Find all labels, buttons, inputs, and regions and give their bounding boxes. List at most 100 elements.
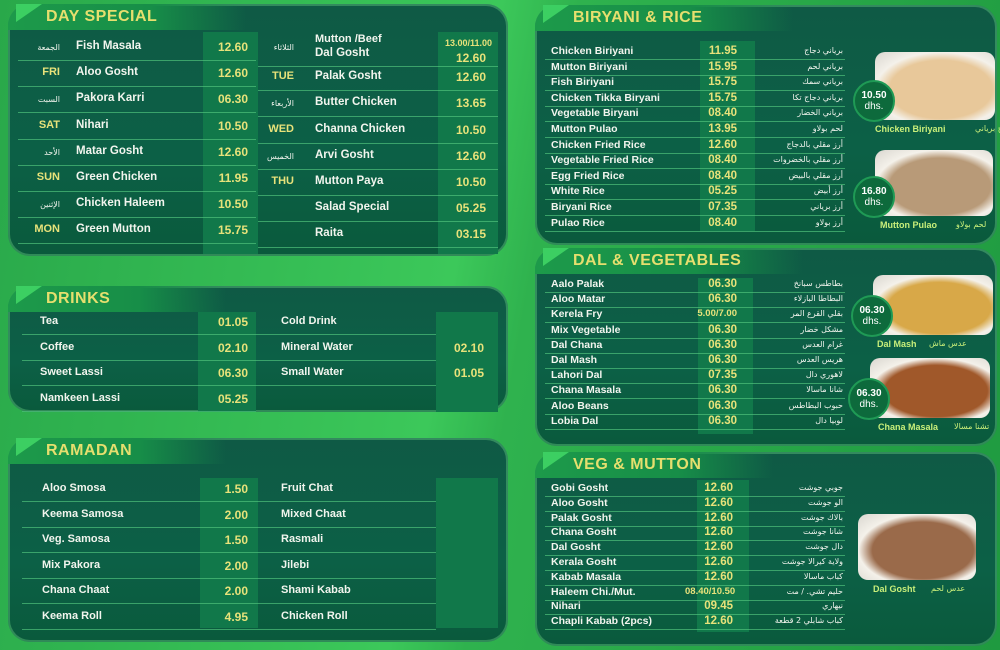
menu-item-price: 07.35	[708, 369, 737, 382]
menu-item-price: 12.60	[455, 51, 486, 65]
row-divider	[545, 230, 845, 232]
food-photo	[870, 358, 990, 418]
row-divider	[545, 368, 845, 369]
food-caption: Dal Gosht	[873, 584, 916, 594]
menu-item-arabic: برياني دجاج تكا	[792, 92, 843, 102]
menu-item-price: 12.60	[704, 482, 733, 494]
menu-item-name: Chana Chaat	[42, 584, 110, 596]
row-divider	[256, 334, 436, 335]
menu-item-arabic: جوبي جوشت	[798, 483, 843, 492]
menu-item-arabic: برياني الخضار	[797, 108, 843, 118]
row-divider	[545, 307, 845, 309]
dal-vegetables-title: DAL & VEGETABLES	[535, 248, 803, 274]
drinks-title: DRINKS	[8, 286, 226, 312]
menu-item-price: 05.25	[455, 201, 486, 216]
food-caption: Dal Mash	[877, 339, 917, 349]
menu-item-price: 15.75	[708, 91, 737, 104]
menu-item-price: 5.00/7.00	[697, 308, 737, 320]
row-divider	[545, 183, 845, 185]
day-label: FRI	[42, 66, 60, 79]
menu-item-name: Aloo Matar	[551, 293, 606, 306]
menu-item-name: Mutton /Beef	[315, 33, 382, 45]
menu-item-name: Keema Roll	[42, 609, 102, 622]
menu-item-price: 06.30	[217, 92, 248, 107]
menu-item-arabic: الو جوشت	[808, 497, 843, 507]
menu-item-price: 12.60	[704, 570, 733, 583]
food-photo	[873, 275, 993, 335]
row-divider	[545, 398, 845, 400]
row-divider	[22, 385, 256, 386]
row-divider	[545, 540, 845, 542]
menu-item-name: Chana Masala	[551, 384, 622, 397]
food-caption-arabic: دجاج برياني	[975, 124, 1000, 133]
menu-item-price: 12.60	[217, 66, 248, 81]
menu-item-name: Raita	[315, 227, 344, 240]
row-divider	[18, 86, 256, 88]
row-divider	[545, 525, 845, 527]
menu-item-name: Vegetable Fried Rice	[551, 154, 654, 167]
menu-item-price: 12.60	[704, 496, 733, 509]
row-divider	[545, 137, 845, 138]
row-divider	[256, 628, 436, 630]
menu-item-price: 12.60	[217, 40, 248, 54]
day-label: السبت	[37, 95, 60, 105]
menu-item-price: 02.10	[453, 340, 484, 355]
menu-item-name: Nihari	[76, 118, 109, 131]
menu-item-price: 11.95	[218, 171, 248, 185]
food-caption: Mutton Pulao	[880, 220, 937, 230]
menu-item-name: Gobi Gosht	[551, 482, 609, 494]
day-label: THU	[271, 175, 294, 187]
food-caption: Chicken Biriyani	[875, 124, 946, 134]
menu-item-name: Green Mutton	[76, 223, 151, 236]
row-divider	[258, 116, 498, 118]
menu-item-name: Small Water	[281, 366, 344, 378]
menu-item-arabic: أرز برياني	[810, 202, 843, 211]
menu-item-arabic: لاهوري دال	[805, 370, 843, 380]
menu-item-arabic: بالاك جوشت	[801, 512, 843, 522]
food-caption: Chana Masala	[878, 422, 939, 432]
menu-item-price: 06.30	[708, 293, 737, 306]
menu-item-name: Chana Gosht	[551, 526, 617, 539]
row-divider	[545, 629, 845, 631]
price-column	[203, 32, 258, 254]
menu-item-price: 13.00/11.00	[444, 38, 492, 48]
row-divider	[18, 191, 256, 192]
menu-item-arabic: هريس العدس	[796, 355, 843, 364]
menu-item-name: Pakora Karri	[76, 92, 145, 105]
day-label: SAT	[38, 118, 60, 131]
menu-item-price: 13.65	[455, 96, 486, 111]
menu-item-arabic: البطاطا البازلاء	[793, 294, 843, 304]
menu-item-name: Chicken Biriyani	[551, 45, 634, 57]
row-divider	[256, 603, 436, 604]
badge-unit: dhs.	[862, 316, 882, 327]
day-label: SUN	[36, 171, 60, 183]
row-divider	[18, 138, 256, 140]
veg-mutton-panel: VEG & MUTTON Gobi Gosht 12.60 جوبي جوشت Alo…	[535, 452, 997, 646]
menu-item-name: Fish Masala	[76, 40, 142, 52]
menu-item-arabic: أرز بولاو	[815, 217, 843, 227]
row-divider	[22, 552, 256, 553]
price-column	[436, 312, 498, 412]
row-divider	[22, 628, 256, 630]
row-divider	[258, 90, 498, 92]
menu-item-price: 12.60	[704, 541, 733, 554]
menu-item-price: 15.95	[708, 60, 737, 73]
menu-item-price: 07.35	[708, 201, 737, 213]
menu-item-name: Pulao Rice	[551, 216, 605, 229]
row-divider	[258, 66, 498, 68]
row-divider	[22, 603, 256, 604]
menu-item-name: Chicken Roll	[281, 609, 348, 622]
menu-item-arabic: بطاطس سبانخ	[793, 279, 843, 288]
badge-unit: dhs.	[864, 101, 884, 112]
menu-item-name: Keema Samosa	[42, 507, 124, 520]
menu-item-name: Green Chicken	[76, 171, 158, 183]
row-divider	[22, 410, 256, 412]
row-divider	[545, 168, 845, 170]
menu-item-price: 2.00	[224, 584, 248, 598]
menu-item-price: 15.75	[708, 76, 737, 89]
menu-item-price: 06.30	[708, 384, 737, 397]
food-photo	[858, 514, 976, 580]
menu-item-arabic: بقلي القرع المر	[790, 309, 843, 319]
price-column	[698, 278, 753, 434]
menu-item-name: Mutton Biriyani	[551, 60, 628, 73]
